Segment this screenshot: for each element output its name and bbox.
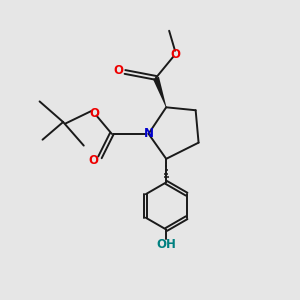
Text: OH: OH <box>156 238 176 251</box>
Text: O: O <box>113 64 124 77</box>
Text: O: O <box>170 48 180 61</box>
Text: O: O <box>89 107 99 120</box>
Text: O: O <box>88 154 98 167</box>
Polygon shape <box>153 77 166 107</box>
Text: N: N <box>143 127 154 140</box>
